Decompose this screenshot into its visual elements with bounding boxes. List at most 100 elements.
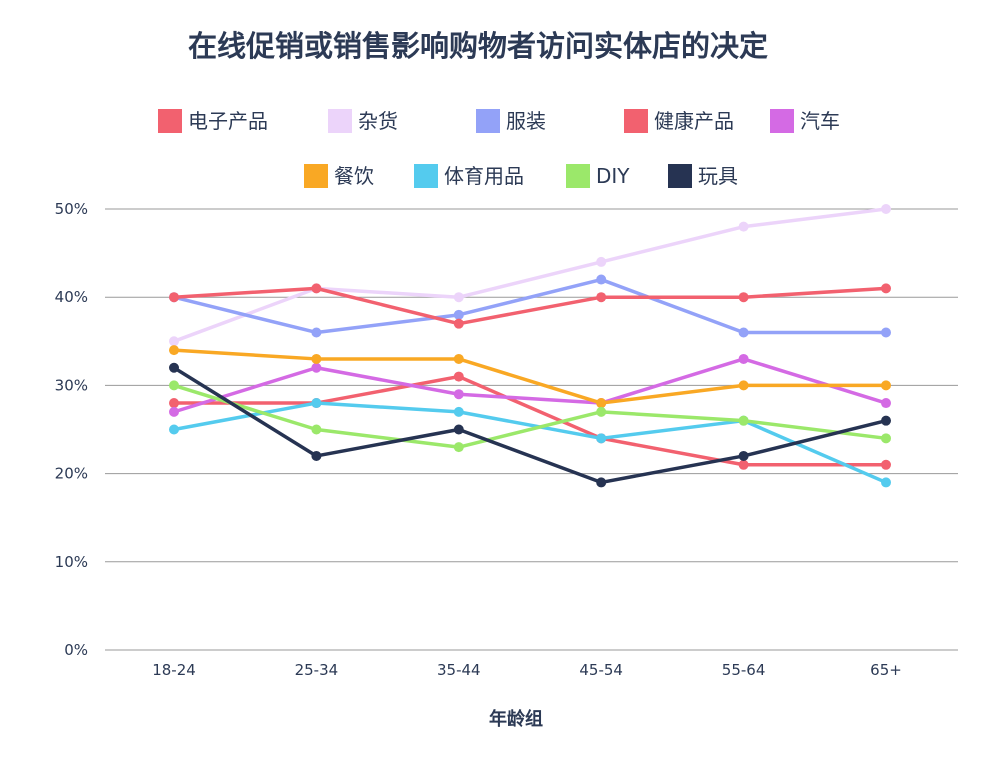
data-point — [738, 353, 749, 364]
legend-label: 玩具 — [698, 164, 738, 188]
data-point — [453, 371, 464, 382]
legend-label: 电子产品 — [188, 109, 268, 133]
y-tick-label: 30% — [55, 376, 88, 394]
x-axis-ticks: 18-24 25-34 35-44 45-54 55-64 65+ — [152, 661, 902, 679]
legend-swatch — [304, 164, 328, 188]
legend-swatch — [158, 109, 182, 133]
legend-label: 服装 — [506, 109, 546, 133]
legend-item[interactable]: 服装 — [476, 109, 546, 133]
series-group — [169, 204, 891, 488]
data-point — [881, 327, 891, 338]
series-line — [172, 207, 888, 344]
legend-label: 餐饮 — [334, 164, 374, 188]
legend-label: 体育用品 — [444, 164, 524, 188]
data-point — [881, 477, 891, 488]
legend-swatch — [770, 109, 794, 133]
series-line — [172, 357, 888, 414]
legend-label: 健康产品 — [654, 109, 734, 133]
data-point — [881, 204, 891, 214]
data-point — [311, 398, 322, 409]
x-tick-label: 55-64 — [722, 661, 766, 679]
series-3 — [169, 283, 891, 329]
y-tick-label: 20% — [55, 465, 88, 483]
series-7 — [169, 380, 891, 453]
data-point — [738, 292, 749, 303]
series-line — [172, 383, 888, 449]
legend-item[interactable]: 玩具 — [668, 164, 738, 188]
data-point — [596, 398, 607, 409]
data-point — [881, 459, 891, 470]
data-point — [738, 221, 749, 232]
y-tick-label: 50% — [55, 200, 88, 218]
series-line — [172, 348, 888, 405]
data-point — [738, 459, 749, 470]
series-line — [172, 366, 888, 485]
data-point — [738, 450, 749, 461]
data-point — [881, 415, 891, 426]
data-point — [596, 256, 607, 267]
data-point — [596, 433, 607, 444]
y-axis-ticks: 0% 10% 20% 30% 40% 50% — [55, 200, 88, 659]
series-line — [172, 401, 888, 485]
data-point — [311, 450, 322, 461]
data-point — [881, 433, 891, 444]
legend-swatch — [476, 109, 500, 133]
legend-item[interactable]: 体育用品 — [414, 164, 524, 188]
legend-item[interactable]: 汽车 — [770, 109, 840, 133]
legend-item[interactable]: 电子产品 — [158, 109, 268, 133]
legend-swatch — [624, 109, 648, 133]
y-tick-label: 10% — [55, 553, 88, 571]
data-point — [311, 283, 322, 294]
x-tick-label: 25-34 — [295, 661, 339, 679]
legend-item[interactable]: DIY — [566, 164, 630, 188]
legend-item[interactable]: 餐饮 — [304, 164, 374, 188]
data-point — [596, 477, 607, 488]
data-point — [453, 309, 464, 320]
x-tick-label: 18-24 — [152, 661, 196, 679]
data-point — [881, 283, 891, 294]
data-point — [738, 415, 749, 426]
legend-item[interactable]: 健康产品 — [624, 109, 734, 133]
data-point — [169, 336, 179, 347]
data-point — [169, 292, 179, 303]
data-point — [311, 353, 322, 364]
series-5 — [169, 345, 891, 409]
data-point — [881, 398, 891, 409]
data-point — [596, 292, 607, 303]
data-point — [453, 353, 464, 364]
x-axis-title: 年龄组 — [489, 708, 543, 730]
legend-item[interactable]: 杂货 — [328, 109, 398, 133]
legend-swatch — [668, 164, 692, 188]
data-point — [596, 274, 607, 285]
x-tick-label: 45-54 — [579, 661, 623, 679]
data-point — [453, 292, 464, 303]
data-point — [169, 380, 179, 391]
data-point — [453, 442, 464, 453]
series-1 — [169, 204, 891, 347]
data-point — [169, 406, 179, 417]
legend-label: DIY — [596, 164, 630, 188]
legend-swatch — [328, 109, 352, 133]
y-tick-label: 40% — [55, 288, 88, 306]
legend-swatch — [566, 164, 590, 188]
data-point — [169, 398, 179, 409]
data-point — [169, 424, 179, 435]
data-point — [881, 380, 891, 391]
data-point — [596, 406, 607, 417]
x-tick-label: 35-44 — [437, 661, 481, 679]
data-point — [311, 362, 322, 373]
data-point — [169, 362, 179, 373]
chart-title: 在线促销或销售影响购物者访问实体店的决定 — [188, 29, 768, 63]
data-point — [311, 424, 322, 435]
data-point — [453, 424, 464, 435]
series-line — [172, 277, 888, 335]
data-point — [453, 389, 464, 400]
y-tick-label: 0% — [64, 641, 88, 659]
series-8 — [169, 362, 891, 488]
data-point — [738, 327, 749, 338]
data-point — [453, 406, 464, 417]
data-point — [311, 327, 322, 338]
